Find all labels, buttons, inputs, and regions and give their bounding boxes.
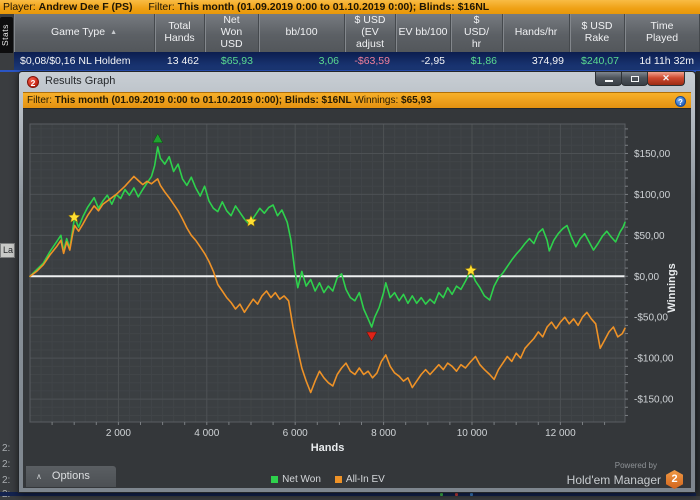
svg-text:10 000: 10 000 xyxy=(457,428,488,439)
svg-text:-$50,00: -$50,00 xyxy=(634,313,668,324)
window-titlebar[interactable]: 2 Results Graph ✕ xyxy=(19,72,695,92)
background-table-strip xyxy=(0,492,700,496)
close-button[interactable]: ✕ xyxy=(647,72,685,86)
player-name: Andrew Dee F (PS) xyxy=(38,1,133,13)
graph-filter-bar: Filter: This month (01.09.2019 0:00 to 0… xyxy=(23,92,691,108)
chart-legend: Net Won All-In EV xyxy=(23,472,633,486)
table-cell[interactable]: $0,08/$0,16 NL Holdem xyxy=(14,52,155,70)
graph-filter-label: Filter: xyxy=(27,95,52,106)
table-cell[interactable]: 374,99 xyxy=(503,52,570,70)
background-list-fragment: 2: xyxy=(2,475,11,486)
player-filter-bar: Player: Andrew Dee F (PS) Filter: This m… xyxy=(0,0,700,14)
table-cell[interactable]: $240,07 xyxy=(570,52,625,70)
hm2-app-icon: 2 xyxy=(27,76,39,88)
svg-text:Winnings: Winnings xyxy=(666,263,678,312)
results-graph-window: 2 Results Graph ✕ Filter: This month (01… xyxy=(18,71,696,493)
column-header[interactable]: $ USD (EV adjust xyxy=(345,14,396,52)
net-won-swatch-icon xyxy=(271,475,279,483)
legend-label: All-In EV xyxy=(345,473,385,485)
svg-text:Hands: Hands xyxy=(311,442,345,454)
svg-text:$50,00: $50,00 xyxy=(634,231,665,242)
table-cell[interactable]: 3,06 xyxy=(259,52,345,70)
column-header[interactable]: Net Won USD xyxy=(205,14,259,52)
results-graph-chart: 2 000 4 000 6 000 8 000 10 000 12 000 $150,00 $… xyxy=(29,123,678,454)
filter-value: This month (01.09.2019 0:00 to 01.10.201… xyxy=(177,1,490,13)
winnings-value: $65,93 xyxy=(401,95,432,106)
window-title: Results Graph xyxy=(45,75,116,87)
filter-label: Filter: xyxy=(148,1,175,13)
powered-by-branding: Powered by Hold'em Manager 2 xyxy=(523,461,683,489)
table-cell[interactable]: $1,86 xyxy=(451,52,503,70)
legend-label: Net Won xyxy=(282,473,321,485)
svg-text:$100,00: $100,00 xyxy=(634,190,671,201)
maximize-icon xyxy=(630,75,639,82)
winnings-label: Winnings: xyxy=(354,95,399,106)
column-header[interactable]: Hands/hr xyxy=(503,14,570,52)
close-icon: ✕ xyxy=(662,73,670,83)
graph-content: 2 000 4 000 6 000 8 000 10 000 12 000 $150,00 $… xyxy=(23,108,691,489)
column-header[interactable]: $ USD/ hr xyxy=(451,14,503,52)
column-header[interactable]: EV bb/100 xyxy=(396,14,451,52)
help-icon[interactable]: ? xyxy=(675,95,686,107)
svg-text:-$150,00: -$150,00 xyxy=(634,395,674,406)
svg-text:4 000: 4 000 xyxy=(194,428,219,439)
minimize-button[interactable] xyxy=(595,72,622,86)
background-dot xyxy=(440,493,443,496)
column-header[interactable]: $ USD Rake xyxy=(570,14,625,52)
table-cell[interactable]: 13 462 xyxy=(155,52,205,70)
svg-text:$0,00: $0,00 xyxy=(634,272,659,283)
chevron-up-icon: ∧ xyxy=(36,472,42,481)
options-label: Options xyxy=(51,470,90,482)
minimize-icon xyxy=(604,80,613,82)
all-in-ev-swatch-icon xyxy=(334,475,342,483)
svg-text:6 000: 6 000 xyxy=(283,428,308,439)
svg-text:-$100,00: -$100,00 xyxy=(634,354,674,365)
hm2-logo-icon: 2 xyxy=(666,470,683,489)
table-cell[interactable]: -$63,59 xyxy=(345,52,396,70)
tab-stats[interactable]: Stats xyxy=(0,17,13,53)
column-header[interactable]: Game Type ▲ xyxy=(14,14,155,52)
table-cell[interactable]: 1d 11h 32m xyxy=(625,52,700,70)
holdem-manager-text: Hold'em Manager xyxy=(566,472,661,487)
stats-table: Game Type ▲ $0,08/$0,16 NL Holdem Total Han… xyxy=(14,14,700,70)
column-header[interactable]: Total Hands xyxy=(155,14,205,52)
player-label: Player: xyxy=(3,1,36,13)
powered-by-text: Powered by xyxy=(614,461,657,470)
legend-item-net-won: Net Won xyxy=(271,474,321,485)
table-cell[interactable]: -2,95 xyxy=(396,52,451,70)
background-right-edge xyxy=(696,71,700,496)
options-button[interactable]: ∧ Options xyxy=(26,466,116,487)
background-list-fragment: 2: xyxy=(2,459,11,470)
svg-text:$150,00: $150,00 xyxy=(634,149,671,160)
svg-text:2 000: 2 000 xyxy=(106,428,131,439)
column-header[interactable]: Time Played xyxy=(625,14,700,52)
background-dot xyxy=(470,493,473,496)
svg-text:8 000: 8 000 xyxy=(371,428,396,439)
maximize-button[interactable] xyxy=(621,72,648,86)
background-dot xyxy=(455,493,458,496)
legend-item-all-in-ev: All-In EV xyxy=(334,473,385,485)
svg-text:12 000: 12 000 xyxy=(545,428,576,439)
table-cell[interactable]: $65,93 xyxy=(205,52,259,70)
background-list-fragment: 2: xyxy=(2,443,11,454)
background-tooltip-fragment: La xyxy=(0,243,15,258)
column-header[interactable]: bb/100 xyxy=(259,14,345,52)
graph-filter-value: This month (01.09.2019 0:00 to 01.10.201… xyxy=(54,95,352,106)
sort-ascending-icon: ▲ xyxy=(110,29,118,37)
